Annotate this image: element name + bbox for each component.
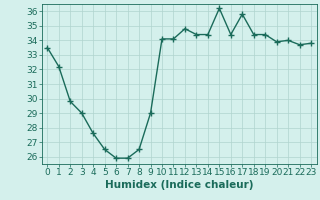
X-axis label: Humidex (Indice chaleur): Humidex (Indice chaleur) (105, 180, 253, 190)
